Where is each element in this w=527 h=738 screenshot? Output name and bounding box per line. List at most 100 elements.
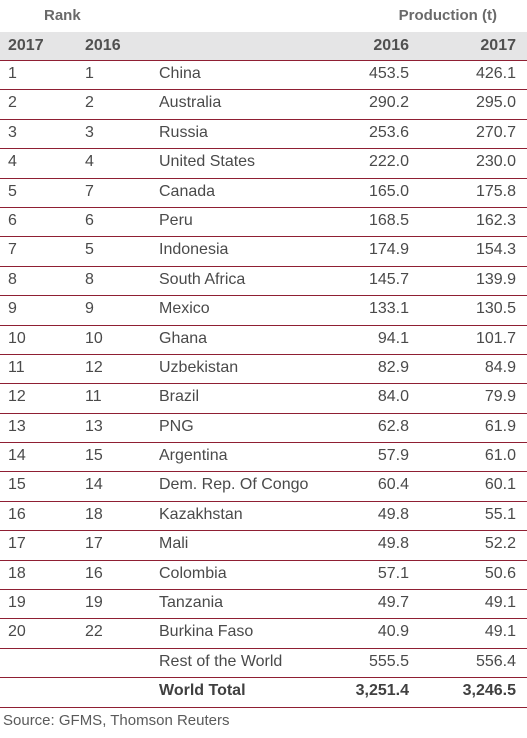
rank-2017-cell: 10: [8, 329, 26, 347]
country-cell: PNG: [159, 417, 194, 435]
table-row: 9 9 Mexico 133.1 130.5: [0, 296, 527, 326]
country-cell: Dem. Rep. Of Congo: [159, 476, 309, 494]
production-2016-cell: 57.9: [377, 447, 409, 465]
production-2016-cell: 145.7: [368, 270, 409, 288]
production-2016-cell: 49.8: [377, 505, 409, 523]
production-2016-cell: 133.1: [368, 300, 409, 318]
source-note: Source: GFMS, Thomson Reuters: [3, 712, 230, 729]
rank-2017-cell: 13: [8, 417, 26, 435]
total-2017: 3,246.5: [462, 682, 516, 700]
rank-2016-cell: 22: [85, 623, 103, 641]
production-2017-cell: 426.1: [475, 65, 516, 82]
rank-2017-cell: 3: [8, 123, 17, 141]
production-2017-cell: 556.4: [475, 652, 516, 670]
rank-2016-cell: 14: [85, 476, 103, 494]
rank-2016-cell: 10: [85, 329, 103, 347]
rank-2016-cell: 13: [85, 417, 103, 435]
production-2016-cell: 40.9: [377, 623, 409, 641]
rank-2016-cell: 4: [85, 153, 94, 171]
rank-2017-cell: 18: [8, 564, 26, 582]
rank-2017-cell: 16: [8, 505, 26, 523]
rank-2017-cell: 19: [8, 594, 26, 612]
production-2017-cell: 295.0: [475, 94, 516, 112]
table-row: 4 4 United States 222.0 230.0: [0, 149, 527, 179]
rank-2017-cell: 14: [8, 447, 26, 465]
country-cell: Russia: [159, 123, 208, 141]
rank-2017-cell: 6: [8, 211, 17, 229]
production-2017-cell: 139.9: [475, 270, 516, 288]
table-row: 14 15 Argentina 57.9 61.0: [0, 443, 527, 473]
country-cell: Canada: [159, 182, 216, 200]
table-row: 18 16 Colombia 57.1 50.6: [0, 561, 527, 591]
total-2016: 3,251.4: [355, 682, 409, 700]
country-cell: Australia: [159, 94, 222, 112]
production-2016-cell: 49.8: [377, 535, 409, 553]
production-2016-cell: 62.8: [377, 417, 409, 435]
production-2017-cell: 84.9: [484, 358, 516, 376]
group-header: Rank Production (t): [0, 0, 527, 32]
table-row: 19 19 Tanzania 49.7 49.1: [0, 590, 527, 620]
rank-2017-cell: 12: [8, 388, 26, 406]
table-row: 10 10 Ghana 94.1 101.7: [0, 326, 527, 355]
production-table: 1 1 China 453.5 426.1 2 2 Australia 290.2 295.0 3 3…: [0, 61, 527, 708]
rank-2017-cell: 1: [8, 65, 17, 82]
production-2016-cell: 555.5: [368, 652, 409, 670]
country-cell: Mexico: [159, 300, 210, 318]
country-cell: Kazakhstan: [159, 505, 243, 523]
country-cell: China: [159, 65, 201, 82]
production-2017-cell: 49.1: [484, 594, 516, 612]
country-cell: Indonesia: [159, 241, 229, 259]
country-cell: Colombia: [159, 564, 227, 582]
column-header-row: 2017 2016 2016 2017: [0, 32, 527, 61]
country-cell: Burkina Faso: [159, 623, 254, 641]
rank-2016-cell: 7: [85, 182, 94, 200]
rank-2017-cell: 9: [8, 300, 17, 318]
table-row: 16 18 Kazakhstan 49.8 55.1: [0, 502, 527, 532]
table-row: 1 1 China 453.5 426.1: [0, 61, 527, 91]
rank-2016-cell: 18: [85, 505, 103, 523]
rank-2016-cell: 17: [85, 535, 103, 553]
rank-2017-cell: 4: [8, 153, 17, 171]
rank-2016-cell: 2: [85, 94, 94, 112]
table-row: 5 7 Canada 165.0 175.8: [0, 179, 527, 208]
country-cell: Tanzania: [159, 594, 224, 612]
table-row: 17 17 Mali 49.8 52.2: [0, 531, 527, 561]
rank-2016-cell: 5: [85, 241, 94, 259]
production-2017-cell: 55.1: [484, 505, 516, 523]
country-cell: United States: [159, 153, 256, 171]
rank-2016-cell: 1: [85, 65, 94, 82]
table-row: 8 8 South Africa 145.7 139.9: [0, 267, 527, 297]
production-2016-cell: 57.1: [377, 564, 409, 582]
production-2017-cell: 154.3: [475, 241, 516, 259]
production-2016-cell: 165.0: [368, 182, 409, 200]
rank-2017-cell: 17: [8, 535, 26, 553]
rank-group-label: Rank: [44, 7, 81, 24]
production-2016-cell: 290.2: [368, 94, 409, 112]
production-2017-cell: 49.1: [484, 623, 516, 641]
rank-2017-cell: 2: [8, 94, 17, 112]
rank-2017-cell: 5: [8, 182, 17, 200]
rank-2016-cell: 12: [85, 358, 103, 376]
country-cell: Brazil: [159, 388, 200, 406]
production-2017-cell: 79.9: [484, 388, 516, 406]
col-rank-2016: 2016: [85, 37, 121, 54]
production-2016-cell: 82.9: [377, 358, 409, 376]
total-label: World Total: [159, 682, 246, 700]
production-2017-cell: 175.8: [475, 182, 516, 200]
country-cell: Uzbekistan: [159, 358, 239, 376]
rank-2017-cell: 7: [8, 241, 17, 259]
rank-2016-cell: 3: [85, 123, 94, 141]
table-row: 12 11 Brazil 84.0 79.9: [0, 384, 527, 414]
rank-2016-cell: 11: [85, 388, 102, 406]
rank-2017-cell: 20: [8, 623, 26, 641]
country-cell: Rest of the World: [159, 652, 283, 670]
col-prod-2017: 2017: [480, 37, 516, 54]
table-row: 11 12 Uzbekistan 82.9 84.9: [0, 355, 527, 385]
rank-2016-cell: 16: [85, 564, 103, 582]
production-2016-cell: 84.0: [377, 388, 409, 406]
col-prod-2016: 2016: [373, 37, 409, 54]
country-cell: Ghana: [159, 329, 208, 347]
rank-2016-cell: 19: [85, 594, 103, 612]
table-row: 15 14 Dem. Rep. Of Congo 60.4 60.1: [0, 472, 527, 502]
table-row: 6 6 Peru 168.5 162.3: [0, 208, 527, 238]
